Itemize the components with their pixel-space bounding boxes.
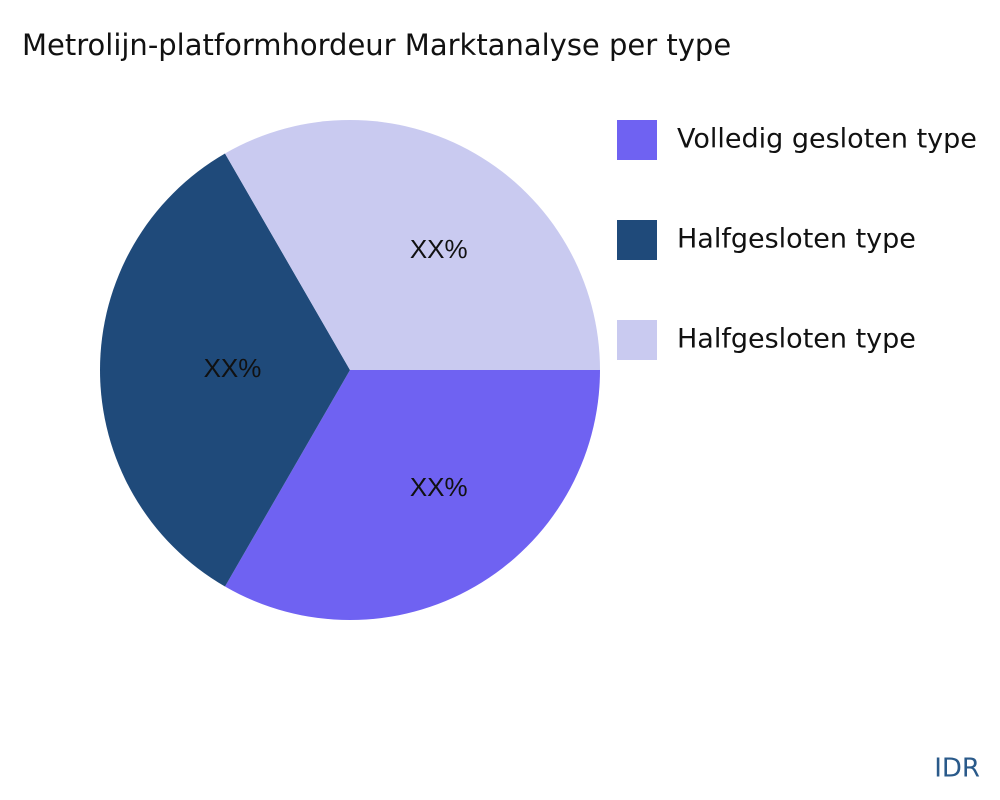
legend-label: Volledig gesloten type (677, 124, 977, 155)
pie-slice (225, 370, 600, 620)
legend-label: Halfgesloten type (677, 224, 916, 255)
slice-label: XX% (410, 472, 468, 502)
legend-swatch (617, 320, 657, 360)
watermark: IDR (934, 754, 980, 784)
pie-slice (225, 119, 600, 370)
legend-swatch (617, 120, 657, 160)
slice-label: XX% (410, 234, 468, 264)
chart-title: Metrolijn-platformhordeur Marktanalyse p… (22, 28, 731, 62)
legend-swatch (617, 220, 657, 260)
slice-label: XX% (204, 353, 262, 383)
legend-label: Halfgesloten type (677, 324, 916, 355)
